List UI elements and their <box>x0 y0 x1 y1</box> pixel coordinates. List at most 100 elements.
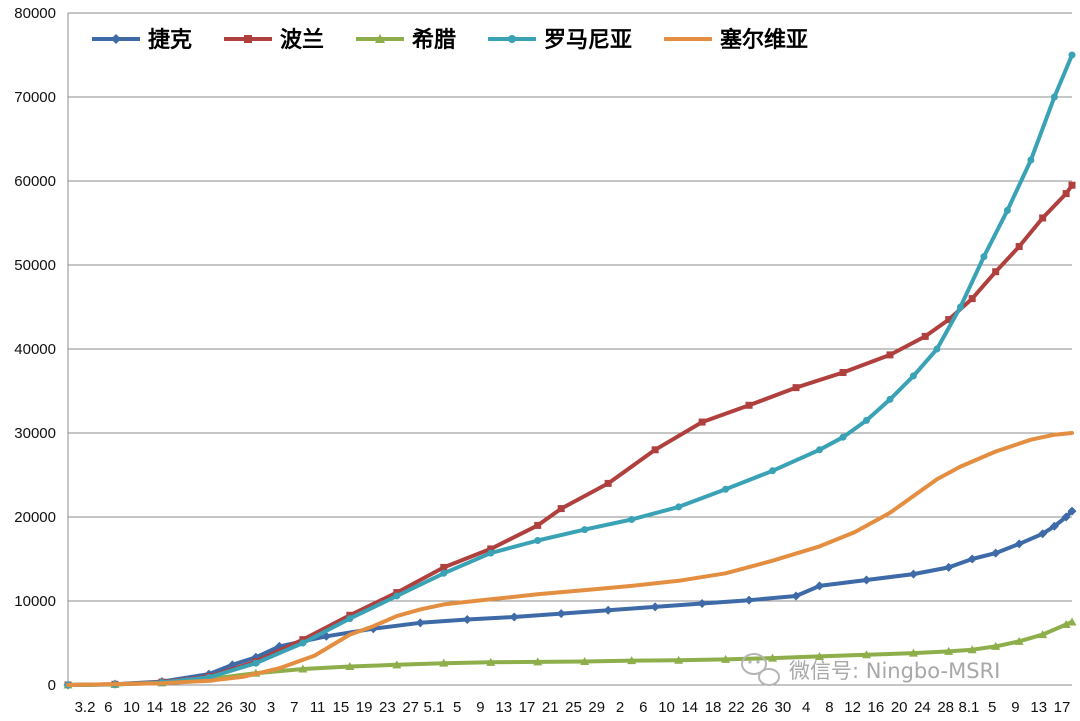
x-tick-label: 6 <box>639 699 647 716</box>
data-point <box>1038 529 1048 539</box>
data-point <box>1015 243 1023 251</box>
y-tick-label: 70000 <box>14 89 56 106</box>
x-tick-label: 4 <box>802 699 810 716</box>
x-tick-label: 25 <box>565 699 582 716</box>
x-tick-label: 23 <box>379 699 396 716</box>
x-tick-label: 17 <box>1054 699 1071 716</box>
data-point <box>1039 214 1047 222</box>
data-point <box>603 605 613 615</box>
x-tick-label: 5.1 <box>423 699 444 716</box>
x-tick-label: 7 <box>290 699 298 716</box>
x-tick-label: 13 <box>495 699 512 716</box>
x-tick-label: 12 <box>844 699 861 716</box>
data-point <box>1027 156 1035 164</box>
x-tick-label: 22 <box>728 699 745 716</box>
data-point <box>1049 521 1059 531</box>
y-tick-label: 80000 <box>14 5 56 22</box>
data-point <box>627 656 637 665</box>
data-point <box>980 253 988 261</box>
data-point <box>299 639 307 647</box>
data-point <box>921 332 929 340</box>
data-point <box>557 505 565 513</box>
x-tick-label: 21 <box>542 699 559 716</box>
series-3 <box>64 51 1076 689</box>
x-tick-label: 16 <box>868 699 885 716</box>
data-point <box>697 599 707 609</box>
data-point <box>744 595 754 605</box>
series-line <box>66 431 1074 687</box>
data-point <box>968 295 976 303</box>
legend-marker <box>111 34 121 44</box>
legend-label: 罗马尼亚 <box>544 28 632 53</box>
y-axis: 0 10000 20000 30000 40000 50000 60000 70000 8000… <box>14 5 69 694</box>
data-point <box>675 503 683 511</box>
x-axis: 3.2 6 10 14 18 22 26 30 3 7 11 15 19 23 27 5.1 5 9 13 17 21 2… <box>68 684 1072 716</box>
data-point <box>439 658 449 667</box>
x-tick-label: 11 <box>310 699 326 716</box>
data-point <box>1068 181 1076 189</box>
data-point <box>792 384 800 392</box>
data-point <box>722 485 730 493</box>
data-point <box>933 345 941 353</box>
x-tick-label: 13 <box>1030 699 1047 716</box>
legend-label: 波兰 <box>280 27 324 53</box>
data-point <box>791 591 801 601</box>
gridlines <box>68 12 1072 602</box>
data-point <box>1062 190 1070 198</box>
data-point <box>1014 636 1024 645</box>
data-point <box>1038 630 1048 639</box>
data-point <box>768 653 778 662</box>
x-tick-label: 10 <box>123 699 140 716</box>
legend-entry: 捷克 <box>92 27 192 53</box>
x-tick-label: 30 <box>239 699 256 716</box>
data-point <box>345 662 355 671</box>
x-tick-label: 5 <box>453 699 461 716</box>
x-tick-label: 3 <box>267 699 275 716</box>
x-tick-label: 9 <box>476 699 484 716</box>
x-tick-label: 18 <box>170 699 187 716</box>
y-tick-label: 50000 <box>14 257 56 274</box>
data-point <box>816 446 824 454</box>
data-point <box>628 516 636 524</box>
data-point <box>487 545 495 553</box>
data-point <box>991 548 1001 558</box>
data-point <box>956 303 964 311</box>
data-point <box>815 581 825 591</box>
legend-marker <box>375 34 385 43</box>
data-point <box>393 592 401 600</box>
data-point <box>415 618 425 628</box>
watermark-text: 微信号: Ningbo-MSRI <box>789 659 1000 683</box>
data-point <box>534 537 542 545</box>
x-tick-label: 9 <box>1011 699 1019 716</box>
data-point <box>486 657 496 666</box>
x-tick-label: 28 <box>937 699 954 716</box>
data-point <box>721 654 731 663</box>
x-tick-label: 15 <box>333 699 350 716</box>
x-tick-label: 22 <box>193 699 210 716</box>
data-point <box>581 526 589 534</box>
data-point <box>534 521 542 529</box>
legend-marker <box>508 35 516 43</box>
legend-marker <box>244 35 252 43</box>
data-point <box>674 655 684 664</box>
legend-entry: 塞尔维亚 <box>664 27 808 53</box>
data-point <box>509 612 519 622</box>
data-point <box>886 351 894 359</box>
data-point <box>1003 206 1011 214</box>
data-point <box>967 645 977 654</box>
y-tick-label: 20000 <box>14 509 56 526</box>
x-tick-label: 2 <box>616 699 624 716</box>
legend-entry: 希腊 <box>356 27 456 53</box>
data-point <box>863 416 871 424</box>
data-point <box>945 316 953 324</box>
data-point <box>1068 51 1076 59</box>
data-point <box>462 614 472 624</box>
y-tick-label: 10000 <box>14 593 56 610</box>
data-point <box>556 609 566 619</box>
x-tick-label: 6 <box>104 699 112 716</box>
data-point <box>839 369 847 377</box>
data-point <box>1067 506 1077 516</box>
legend-label: 塞尔维亚 <box>720 27 808 53</box>
legend-label: 捷克 <box>148 27 192 53</box>
